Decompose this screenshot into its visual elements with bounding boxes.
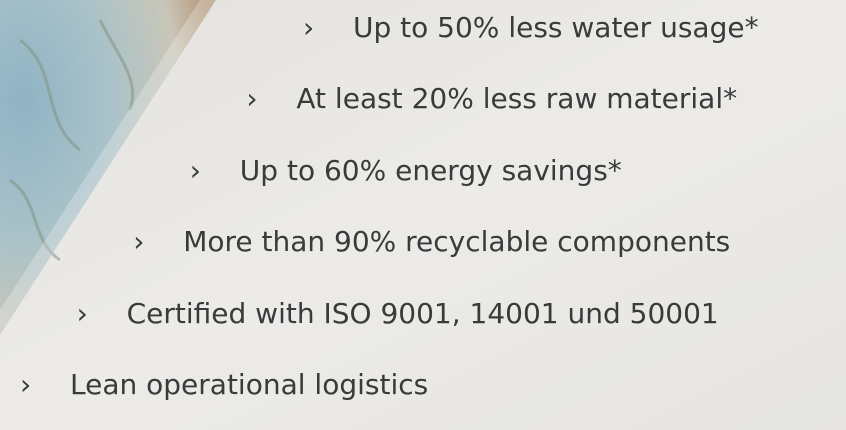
bullet-icon: › (20, 368, 31, 402)
item-text: More than 90% recyclable components (183, 225, 730, 259)
item-text: At least 20% less raw material* (296, 82, 737, 116)
page: › Up to 50% less water usage* › At least 20… (0, 0, 846, 430)
item-text: Certified with ISO 9001, 14001 und 50001 (127, 297, 719, 331)
bullet-icon: › (190, 154, 201, 188)
item-text: Up to 60% energy savings* (240, 154, 622, 188)
bullet-icon: › (303, 11, 314, 45)
background (0, 0, 846, 430)
item-text: Lean operational logistics (70, 368, 428, 402)
bullet-icon: › (133, 225, 144, 259)
item-text: Up to 50% less water usage* (353, 11, 759, 45)
bullet-icon: › (246, 82, 257, 116)
bullet-icon: › (77, 297, 88, 331)
